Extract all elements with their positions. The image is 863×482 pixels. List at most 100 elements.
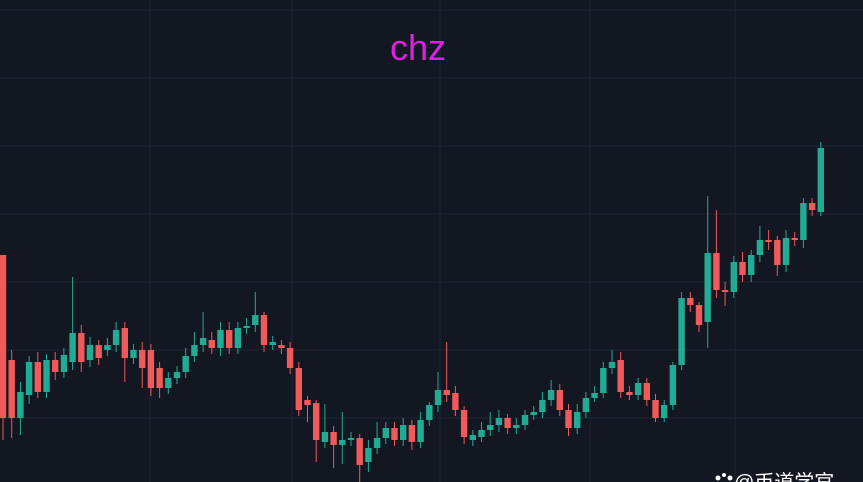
candle-body	[278, 345, 285, 348]
candle-body	[330, 432, 337, 445]
candle-body	[156, 368, 163, 388]
watermark-icon	[715, 473, 733, 481]
candle-body	[495, 418, 503, 425]
candle-body	[104, 345, 111, 350]
candle-body	[730, 262, 737, 292]
candle-body	[173, 372, 181, 378]
watermark: @币道学官	[734, 471, 834, 482]
candle-body	[408, 425, 416, 442]
candle-body	[530, 412, 537, 415]
candle-body	[382, 428, 389, 438]
candle-body	[808, 203, 816, 210]
candle-body	[286, 348, 294, 368]
candle-body	[791, 238, 798, 240]
candle-body	[0, 255, 7, 418]
candle-body	[504, 418, 511, 428]
candle-body	[217, 330, 224, 348]
candle-body	[347, 438, 355, 440]
candle-body	[339, 440, 346, 445]
candle-body	[208, 340, 215, 348]
candle-body	[669, 365, 677, 405]
candle-body	[634, 383, 642, 395]
candle-body	[748, 255, 755, 275]
candle-body	[165, 378, 172, 388]
candle-body	[600, 368, 607, 393]
candle-body	[608, 362, 616, 368]
candles	[0, 142, 824, 482]
candle-body	[678, 298, 685, 365]
candle-body	[800, 203, 807, 240]
candle-body	[17, 392, 24, 418]
candle-body	[304, 400, 311, 405]
candle-body	[260, 315, 268, 345]
candle-body	[234, 328, 242, 348]
candle-body	[391, 428, 398, 440]
candle-body	[252, 315, 259, 325]
candle-body	[321, 432, 329, 442]
candle-body	[721, 290, 729, 292]
candle-body	[591, 393, 598, 398]
candle-body	[739, 262, 746, 275]
candle-body	[539, 400, 546, 412]
candle-body	[199, 338, 207, 345]
candle-body	[469, 435, 476, 440]
candle-body	[687, 298, 694, 305]
candle-body	[356, 438, 363, 465]
candle-body	[478, 430, 485, 437]
candle-body	[661, 405, 668, 418]
candle-body	[130, 350, 137, 358]
candle-body	[147, 350, 155, 388]
candle-body	[78, 333, 85, 362]
candle-body	[426, 405, 433, 420]
candle-body	[452, 393, 459, 410]
candle-body	[243, 326, 250, 328]
candle-body	[556, 390, 563, 410]
candle-body	[434, 390, 442, 405]
candle-body	[52, 360, 59, 372]
candle-body	[8, 360, 15, 418]
candle-body	[25, 362, 33, 395]
candle-body	[704, 253, 711, 322]
candle-body	[547, 390, 555, 400]
candle-body	[121, 328, 128, 358]
candle-body	[400, 425, 407, 440]
candle-body	[373, 438, 381, 448]
candle-body	[713, 253, 720, 290]
candle-body	[582, 398, 590, 412]
candle-body	[774, 240, 781, 265]
candle-body	[487, 425, 494, 430]
candle-body	[313, 403, 320, 440]
candle-body	[417, 420, 424, 442]
candle-body	[460, 410, 468, 437]
candle-body	[521, 415, 529, 425]
candle-body	[365, 448, 372, 462]
candle-body	[817, 148, 824, 212]
candle-body	[182, 356, 189, 372]
candle-body	[60, 355, 68, 372]
candle-body	[86, 345, 94, 360]
candle-body	[139, 350, 146, 368]
candle-body	[191, 345, 198, 356]
candle-body	[43, 360, 50, 392]
candle-body	[95, 345, 102, 358]
candle-body	[695, 305, 703, 325]
candle-body	[269, 342, 276, 345]
candle-body	[295, 368, 302, 410]
candle-body	[226, 330, 233, 348]
candle-body	[34, 362, 41, 392]
chart-title: chz	[390, 27, 446, 68]
candle-body	[69, 333, 76, 362]
candle-body	[626, 392, 633, 395]
candle-body	[765, 240, 772, 242]
candle-body	[643, 383, 650, 400]
candle-body	[652, 400, 659, 418]
candle-body	[756, 240, 764, 255]
candle-body	[565, 410, 572, 428]
candle-body	[443, 390, 450, 395]
candle-body	[617, 360, 624, 392]
candle-body	[574, 412, 581, 428]
candle-body	[782, 238, 790, 265]
candle-body	[513, 425, 520, 428]
